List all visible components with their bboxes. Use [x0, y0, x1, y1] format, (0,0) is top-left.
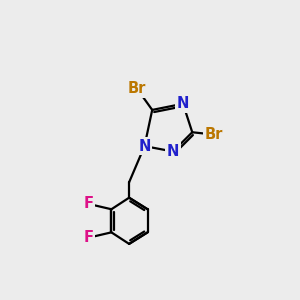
Text: N: N	[177, 96, 189, 111]
Text: Br: Br	[205, 127, 223, 142]
Text: F: F	[83, 196, 93, 211]
Text: N: N	[138, 139, 151, 154]
Text: Br: Br	[128, 81, 146, 96]
Text: N: N	[167, 144, 179, 159]
Text: F: F	[83, 230, 93, 245]
